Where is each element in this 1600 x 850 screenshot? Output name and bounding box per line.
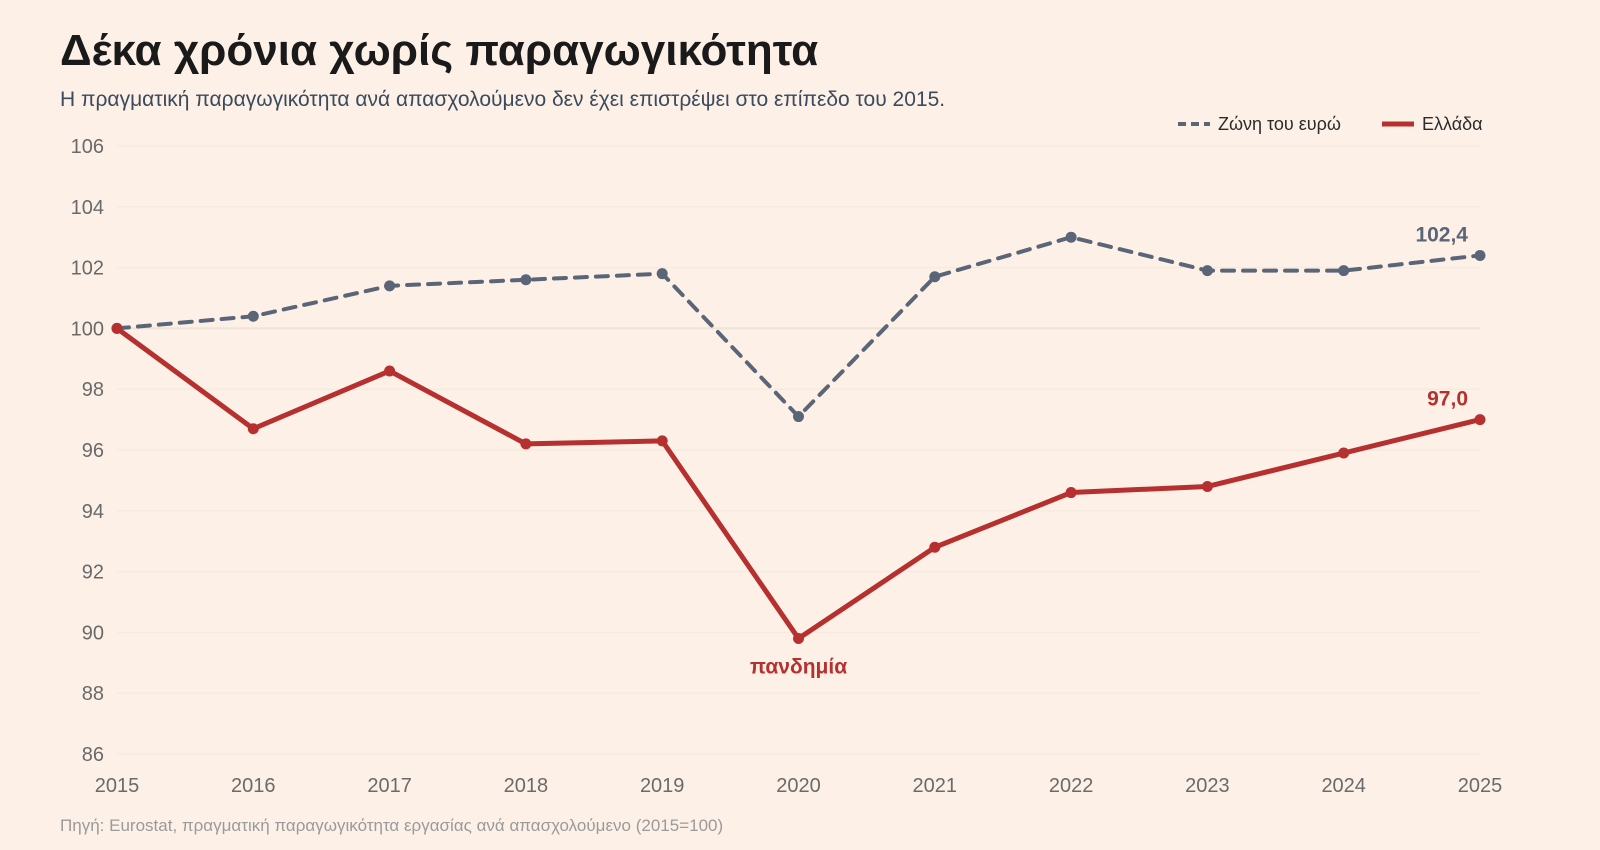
x-tick-label: 2022 (1049, 775, 1094, 797)
series-line-2 (114, 325, 1483, 641)
x-tick-label: 2017 (367, 775, 412, 797)
data-point (1338, 447, 1350, 459)
data-point (1065, 231, 1077, 243)
x-tick-label: 2024 (1321, 775, 1366, 797)
legend-label: Ελλάδα (1422, 114, 1483, 134)
x-tick-label: 2023 (1185, 775, 1230, 797)
data-point (1201, 265, 1213, 277)
data-point (656, 268, 668, 280)
data-point (1065, 487, 1077, 499)
data-point (929, 271, 941, 283)
data-point (1474, 249, 1486, 261)
y-tick-label: 104 (71, 197, 104, 219)
series-points (111, 231, 1486, 644)
data-point (793, 632, 804, 644)
data-point (384, 365, 396, 377)
x-tick-label: 2015 (95, 775, 140, 797)
value-labels: 102,4 97,0 πανδημία (750, 223, 1468, 678)
source-note: Πηγή: Eurostat, πραγματική παραγωγικότητ… (60, 816, 724, 835)
legend: Ζώνη του ευρώ Ελλάδα (1178, 114, 1483, 134)
y-tick-label: 88 (82, 683, 104, 705)
y-tick-label: 98 (82, 379, 104, 401)
x-tick-label: 2020 (776, 775, 821, 797)
data-point (247, 310, 259, 322)
x-tick-label: 2016 (231, 775, 276, 797)
data-point (384, 280, 396, 292)
data-point (1338, 265, 1350, 277)
data-point (520, 438, 532, 450)
data-point (247, 423, 259, 435)
y-tick-label: 92 (82, 562, 104, 584)
x-tick-label: 2019 (640, 775, 685, 797)
data-point (929, 541, 941, 553)
data-point (1201, 480, 1213, 492)
data-point (1474, 414, 1486, 426)
chart-subtitle: Η πραγματική παραγωγικότητα ανά απασχολο… (60, 88, 946, 111)
end-value-label: 102,4 (1415, 223, 1468, 246)
y-tick-label: 106 (71, 136, 104, 158)
y-tick-label: 100 (71, 318, 104, 340)
data-point (520, 274, 532, 286)
grid-lines (117, 145, 1480, 755)
y-tick-label: 94 (82, 501, 104, 523)
x-tick-label: 2021 (913, 775, 958, 797)
y-tick-label: 96 (82, 440, 104, 462)
y-tick-label: 90 (82, 622, 104, 644)
chart-title: Δέκα χρόνια χωρίς παραγωγικότητα (60, 26, 819, 75)
annotation-label: πανδημία (750, 655, 847, 678)
data-point (656, 435, 668, 447)
y-tick-label: 102 (71, 258, 104, 280)
end-value-label: 97,0 (1427, 388, 1468, 411)
x-axis: 2015 2016 2017 2018 2019 2020 2021 2022 2023 2024… (95, 775, 1503, 797)
data-point (793, 411, 804, 423)
data-point (111, 322, 123, 334)
x-tick-label: 2018 (504, 775, 549, 797)
x-tick-label: 2025 (1458, 775, 1503, 797)
legend-label: Ζώνη του ευρώ (1218, 114, 1341, 134)
y-tick-label: 86 (82, 744, 104, 766)
series-lines (114, 235, 1483, 641)
y-axis: 86 88 90 92 94 96 98 100 102 104 106 (71, 136, 104, 766)
